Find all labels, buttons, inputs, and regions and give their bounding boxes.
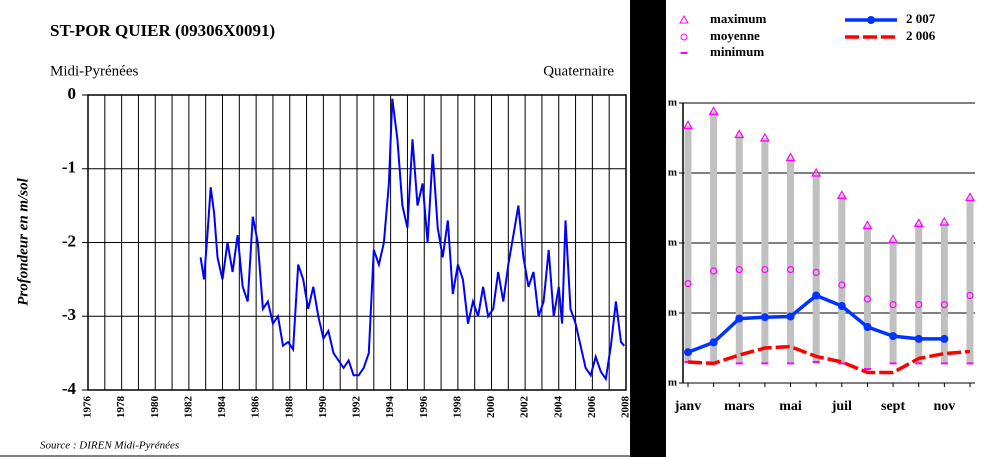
max-marker: [759, 132, 770, 142]
x-tick-label: 2008: [620, 396, 632, 419]
x-tick-label: 1990: [317, 396, 329, 419]
range-bar: [838, 195, 846, 364]
range-bar: [710, 111, 718, 364]
x-tick-label: 2000: [485, 396, 497, 419]
legend-label: moyenne: [710, 28, 760, 43]
point: [735, 314, 744, 323]
x-tick-label: 1992: [351, 396, 363, 419]
mean-marker: [735, 266, 743, 274]
y-tick-label: -1 m: [656, 167, 677, 179]
mean-marker: [812, 268, 820, 276]
x-tick-label: 1978: [115, 396, 127, 419]
y-tick-label: 0 m: [660, 97, 677, 109]
mean-marker: [863, 295, 872, 303]
x-tick-label: 2006: [586, 396, 598, 419]
range-bar: [812, 173, 820, 362]
x-tick-label: 1986: [250, 396, 262, 419]
max-marker: [888, 234, 899, 244]
x-tick-label: 1976: [82, 396, 94, 419]
x-tick-label: sept: [881, 399, 905, 414]
aquifer: Quaternaire: [543, 63, 614, 79]
point: [812, 291, 821, 300]
max-marker: [682, 120, 694, 129]
x-tick-label: nov: [933, 399, 955, 414]
mean-marker: [915, 301, 923, 309]
source: Source : DIREN Midi-Pyrénées: [40, 440, 179, 452]
point: [786, 312, 795, 321]
mean-marker: [889, 301, 897, 309]
y-tick-label: 0: [68, 84, 77, 103]
legend-marker: [867, 16, 875, 24]
point: [863, 323, 872, 331]
x-tick-label: mars: [724, 399, 755, 414]
y-axis-label: Profondeur en m/sol: [15, 177, 31, 305]
x-tick-label: janv: [674, 399, 701, 414]
max-marker: [811, 167, 822, 177]
x-tick-label: 1982: [182, 396, 194, 419]
x-tick-label: 1996: [418, 396, 430, 419]
x-tick-label: 1984: [216, 396, 228, 419]
legend-label: minimum: [710, 44, 764, 59]
mean-marker: [684, 280, 692, 288]
chart-title: ST-POR QUIER (09306X0091): [50, 21, 275, 40]
x-tick-label: 1998: [451, 396, 463, 419]
legend-marker: [679, 14, 689, 24]
x-tick-label: 2002: [519, 396, 531, 419]
point: [889, 332, 898, 341]
range-bar: [787, 157, 795, 364]
max-marker: [862, 220, 873, 230]
max-marker: [913, 218, 924, 227]
mean-marker: [838, 281, 846, 289]
point: [709, 338, 718, 347]
y-tick-label: -4: [62, 379, 77, 398]
max-marker: [785, 152, 796, 162]
x-tick-label: 1994: [384, 396, 396, 419]
mean-marker: [940, 301, 948, 309]
y-tick-label: -4 m: [656, 377, 677, 389]
point: [684, 348, 692, 357]
series-line: [687, 344, 971, 375]
point: [940, 334, 949, 343]
x-tick-label: 2004: [552, 396, 564, 419]
max-marker: [708, 106, 719, 115]
max-marker: [964, 192, 976, 202]
legend-label: 2 006: [906, 28, 936, 43]
range-bar: [761, 138, 769, 364]
legend-label: 2 007: [906, 11, 936, 26]
max-marker: [836, 190, 847, 199]
point: [760, 313, 769, 322]
max-marker: [939, 216, 950, 226]
plot-frame: [87, 94, 627, 391]
range-bar: [735, 134, 743, 364]
range-bar: [940, 222, 948, 364]
y-tick-label: -1: [62, 158, 76, 177]
divider: [630, 0, 666, 457]
point: [914, 334, 923, 343]
mean-marker: [966, 291, 974, 300]
series-line: [199, 98, 626, 382]
x-tick-label: mai: [779, 399, 802, 414]
legend-label: maximum: [710, 11, 767, 26]
y-tick-label: -3 m: [656, 307, 677, 319]
region: Midi-Pyrénées: [50, 63, 138, 79]
x-tick-label: juil: [831, 399, 852, 414]
x-tick-label: 1988: [283, 396, 295, 419]
y-tick-label: -2 m: [656, 237, 677, 249]
mean-marker: [786, 266, 795, 274]
mean-marker: [710, 267, 718, 275]
range-bar: [966, 197, 974, 364]
range-bar: [863, 225, 871, 369]
x-tick-label: 1980: [149, 396, 161, 419]
mean-marker: [761, 266, 769, 274]
legend-marker: [680, 33, 688, 41]
max-marker: [734, 129, 745, 139]
range-bar: [684, 125, 692, 363]
y-tick-label: -3: [62, 305, 76, 324]
point: [837, 302, 846, 310]
range-bar: [915, 223, 923, 364]
y-tick-label: -2: [62, 231, 76, 250]
